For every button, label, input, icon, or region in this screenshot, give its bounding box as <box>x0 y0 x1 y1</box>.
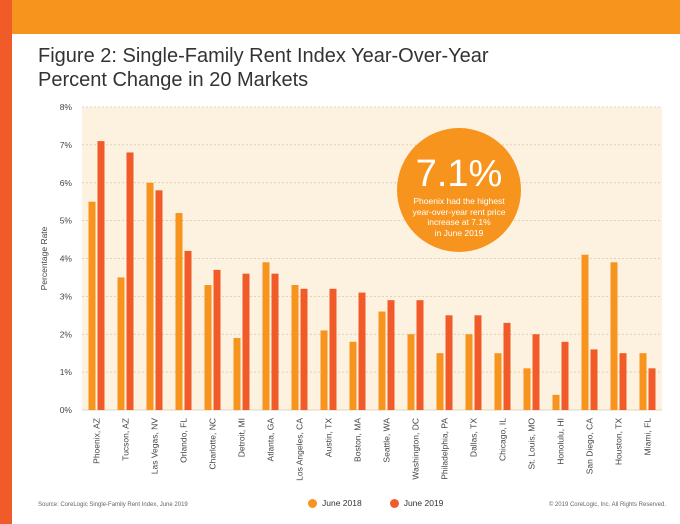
bar-june-2019 <box>648 368 656 410</box>
legend-item-june-2018: June 2018 <box>308 498 362 508</box>
bar-june-2019 <box>561 341 569 410</box>
bar-june-2018 <box>494 353 502 410</box>
bar-june-2018 <box>552 394 560 410</box>
x-tick-label: Orlando, FL <box>179 418 189 463</box>
x-tick-label: Honolulu, HI <box>556 418 566 465</box>
callout-text: Phoenix had the highest year-over-year r… <box>397 196 521 238</box>
bar-june-2018 <box>204 285 212 410</box>
y-tick-label: 7% <box>60 140 73 150</box>
bar-june-2018 <box>639 353 647 410</box>
x-tick-label: Miami, FL <box>643 418 653 456</box>
x-tick-label: Charlotte, NC <box>208 418 218 470</box>
legend-item-june-2019: June 2019 <box>389 498 444 508</box>
bar-june-2019 <box>97 141 105 410</box>
x-tick-label: St. Louis, MO <box>527 418 537 470</box>
bar-june-2019 <box>184 250 192 410</box>
bar-june-2019 <box>242 273 250 410</box>
callout-line-3: increase at 7.1% <box>427 217 491 227</box>
bar-june-2018 <box>465 334 473 410</box>
bar-june-2018 <box>581 254 589 410</box>
callout-line-2: year-over-year rent price <box>412 206 506 217</box>
callout-value: 7.1% <box>415 153 503 195</box>
footer-copyright: © 2019 CoreLogic, Inc. All Rights Reserv… <box>548 502 666 508</box>
bar-june-2019 <box>213 269 221 410</box>
legend-swatch-june-2018 <box>308 498 317 508</box>
bar-june-2018 <box>436 353 444 410</box>
bar-june-2019 <box>329 288 337 410</box>
x-tick-label: Las Vegas, NV <box>150 418 160 475</box>
x-tick-label: Houston, TX <box>614 418 624 465</box>
x-tick-label: San Diego, CA <box>585 418 595 475</box>
legend-label-june-2019: June 2019 <box>403 498 444 508</box>
callout-line-4: in June 2019 <box>434 227 484 238</box>
y-axis-label: Percentage Rate <box>39 226 49 290</box>
x-tick-label: Boston, MA <box>353 418 363 462</box>
footer-source: Source: CoreLogic Single-Family Rent Ind… <box>38 502 188 508</box>
left-accent-strip <box>0 0 12 524</box>
x-tick-label: Austin, TX <box>324 418 334 457</box>
x-tick-label: Los Angeles, CA <box>295 418 305 481</box>
legend-label-june-2018: June 2018 <box>322 498 362 508</box>
bar-june-2018 <box>175 213 183 410</box>
bar-june-2019 <box>300 288 308 410</box>
title-line-1: Figure 2: Single-Family Rent Index Year-… <box>38 45 489 67</box>
y-tick-label: 4% <box>60 254 73 264</box>
chart-title: Figure 2: Single-Family Rent Index Year-… <box>38 44 638 92</box>
bar-june-2018 <box>523 368 531 410</box>
x-tick-label: Detroit, MI <box>237 418 247 457</box>
y-tick-label: 6% <box>60 178 73 188</box>
bar-june-2018 <box>407 334 415 410</box>
highlight-callout: 7.1% Phoenix had the highest year-over-y… <box>397 128 521 252</box>
x-tick-label: Chicago, IL <box>498 418 508 461</box>
y-tick-label: 0% <box>60 405 73 415</box>
x-tick-label: Tucson, AZ <box>121 418 131 461</box>
y-tick-label: 1% <box>60 367 73 377</box>
x-tick-label: Dallas, TX <box>469 418 479 457</box>
bar-june-2019 <box>445 315 453 410</box>
bar-june-2019 <box>416 300 424 410</box>
bar-june-2018 <box>88 201 96 410</box>
bar-june-2019 <box>271 273 279 410</box>
bar-june-2018 <box>291 285 299 410</box>
y-tick-label: 3% <box>60 291 73 301</box>
x-tick-label: Seattle, WA <box>382 418 392 463</box>
callout-line-1: Phoenix had the highest <box>413 196 505 206</box>
bar-june-2019 <box>532 334 540 410</box>
title-line-2: Percent Change in 20 Markets <box>38 69 309 91</box>
chart-legend: June 2018 June 2019 <box>308 498 443 508</box>
bar-june-2018 <box>233 338 241 410</box>
bar-june-2019 <box>358 292 366 410</box>
bar-june-2019 <box>155 190 163 410</box>
bar-june-2018 <box>262 262 270 410</box>
bar-june-2018 <box>610 262 618 410</box>
bar-june-2019 <box>474 315 482 410</box>
bar-june-2019 <box>503 322 511 410</box>
x-tick-label: Atlanta, GA <box>266 418 276 462</box>
bar-june-2019 <box>590 349 598 410</box>
x-tick-label: Philadelphia, PA <box>440 418 450 480</box>
bar-june-2018 <box>320 330 328 410</box>
bar-june-2019 <box>387 300 395 410</box>
x-tick-label: Phoenix, AZ <box>92 418 102 464</box>
bar-june-2018 <box>146 182 154 410</box>
x-tick-label: Washington, DC <box>411 418 421 480</box>
bar-june-2019 <box>619 353 627 410</box>
y-tick-label: 8% <box>60 102 73 112</box>
legend-swatch-june-2019 <box>389 498 399 508</box>
y-tick-label: 2% <box>60 329 73 339</box>
bar-june-2018 <box>349 341 357 410</box>
bar-june-2018 <box>378 311 386 410</box>
bar-june-2018 <box>117 277 125 410</box>
bar-june-2019 <box>126 152 134 410</box>
y-tick-label: 5% <box>60 216 73 226</box>
top-banner <box>0 0 680 34</box>
